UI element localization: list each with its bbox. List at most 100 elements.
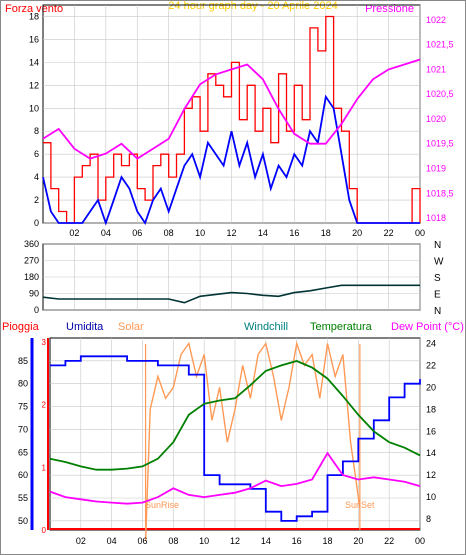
wind-x-tick-label: 18 <box>321 228 331 238</box>
temperature-title: Temperatura <box>310 321 373 333</box>
temp-tick-label: 18 <box>426 404 436 414</box>
temp-x-tick-label: 02 <box>76 536 86 546</box>
wind-x-tick-label: 16 <box>289 228 299 238</box>
humidity-series <box>50 355 421 522</box>
rain-tick-label: 3 <box>42 338 47 347</box>
direction-panel: 0 N 90 E 180 S 270 W 360 N <box>24 239 444 317</box>
sunset-annotation: SunSet <box>345 500 375 510</box>
temp-tick-label: 22 <box>426 360 436 370</box>
solar-title: Solar <box>118 321 144 333</box>
wind-tick-label: 4 <box>34 172 39 182</box>
sunrise-annotation: SunRise <box>145 500 179 510</box>
wind-tick-label: 2 <box>34 195 39 205</box>
direction-series <box>42 284 420 304</box>
direction-series <box>42 284 420 304</box>
temp-series <box>49 340 421 542</box>
humidity-tick-label: 55 <box>18 493 28 503</box>
temp-tick-label: 14 <box>426 448 436 458</box>
wind-x-tick-label: 20 <box>352 228 362 238</box>
pressure-tick-label: 1021,5 <box>426 40 454 50</box>
temp-x-tick-label: 14 <box>261 536 271 546</box>
dewpoint-title: Dew Point (°C) <box>391 321 464 333</box>
wind-tick-label: 16 <box>29 34 39 44</box>
pressure-tick-label: 1022 <box>426 15 446 25</box>
dewpoint-series <box>49 451 421 505</box>
wind-x-tick-label: 08 <box>164 228 174 238</box>
humidity-title: Umidita <box>66 321 104 333</box>
temp-tick-label: 20 <box>426 382 436 392</box>
wind-tick-label: 8 <box>34 126 39 136</box>
temp-x-tick-label: 04 <box>107 536 117 546</box>
rain-tick-label: 2 <box>42 401 47 410</box>
humidity-tick-label: 60 <box>18 470 28 480</box>
wind-tick-label: 10 <box>29 103 39 113</box>
pressure-tick-label: 1021 <box>426 64 446 74</box>
direction-tick-label: 270 <box>24 256 39 266</box>
temp-tick-label: 24 <box>426 338 436 348</box>
wind-x-tick-label: 02 <box>69 228 79 238</box>
wind-x-tick-label: 00 <box>415 228 425 238</box>
direction-tick-label: 180 <box>24 272 39 282</box>
rain-tick-label: 0 <box>42 526 47 535</box>
gust-series <box>43 15 421 224</box>
direction-tick-label: 90 <box>29 289 39 299</box>
temp-x-tick-label: 18 <box>322 536 332 546</box>
humidity-tick-label: 85 <box>18 356 28 366</box>
humidity-tick-label: 65 <box>18 447 28 457</box>
temp-tick-label: 10 <box>426 492 436 502</box>
wind-axis-title: Forza vento <box>5 3 63 15</box>
wind-tick-label: 0 <box>34 218 39 228</box>
pressure-axis-title: Pressione <box>365 3 414 15</box>
rain-tick-label: 1 <box>42 463 47 472</box>
direction-compass-label: N <box>434 240 441 251</box>
temp-x-tick-label: 22 <box>384 536 394 546</box>
windchill-title: Windchill <box>244 321 288 333</box>
temp-x-tick-label: 20 <box>353 536 363 546</box>
chart-title: 24 hour graph day - 20 Aprile 2024 <box>168 0 337 12</box>
direction-compass-label: S <box>434 273 441 284</box>
temp-x-tick-label: 08 <box>168 536 178 546</box>
temp-tick-label: 16 <box>426 426 436 436</box>
direction-compass-label: W <box>434 257 444 268</box>
temp-panel: Pioggia Umidita Solar Windchill Temperat… <box>2 321 464 546</box>
direction-compass-label: N <box>434 306 441 317</box>
direction-compass-label: E <box>434 290 441 301</box>
temp-x-tick-label: 10 <box>199 536 209 546</box>
temp-x-tick-label: 06 <box>137 536 147 546</box>
pressure-tick-label: 1020 <box>426 114 446 124</box>
humidity-tick-label: 50 <box>18 516 28 526</box>
temp-x-tick-label: 12 <box>230 536 240 546</box>
temp-tick-label: 12 <box>426 470 436 480</box>
pressure-tick-label: 1019 <box>426 164 446 174</box>
speed-series <box>42 94 420 226</box>
pressure-tick-label: 1019,5 <box>426 139 454 149</box>
wind-x-tick-label: 22 <box>384 228 394 238</box>
pressure-series <box>42 58 421 160</box>
temp-grid <box>30 338 421 530</box>
wind-series <box>42 15 421 226</box>
wind-tick-label: 12 <box>29 80 39 90</box>
wind-tick-label: 18 <box>29 11 39 21</box>
wind-x-tick-label: 12 <box>226 228 236 238</box>
pressure-tick-label: 1020,5 <box>426 89 454 99</box>
temp-tick-label: 8 <box>426 514 431 524</box>
pressure-tick-label: 1018,5 <box>426 188 454 198</box>
pressure-tick-label: 1018 <box>426 213 446 223</box>
rain-title: Pioggia <box>2 321 40 333</box>
direction-grid <box>43 243 421 311</box>
direction-tick-label: 0 <box>34 305 39 315</box>
direction-tick-label: 360 <box>24 239 39 249</box>
humidity-tick-label: 75 <box>18 402 28 412</box>
direction-tick-labels: 0 N 90 E 180 S 270 W 360 N <box>24 239 444 317</box>
wind-x-tick-label: 04 <box>101 228 111 238</box>
wind-tick-label: 6 <box>34 149 39 159</box>
wind-pressure-panel: Forza vento 24 hour graph day - 20 April… <box>5 0 454 238</box>
temp-x-tick-label: 16 <box>292 536 302 546</box>
humidity-tick-label: 70 <box>18 424 28 434</box>
wind-x-tick-label: 06 <box>132 228 142 238</box>
wind-x-tick-label: 14 <box>258 228 268 238</box>
